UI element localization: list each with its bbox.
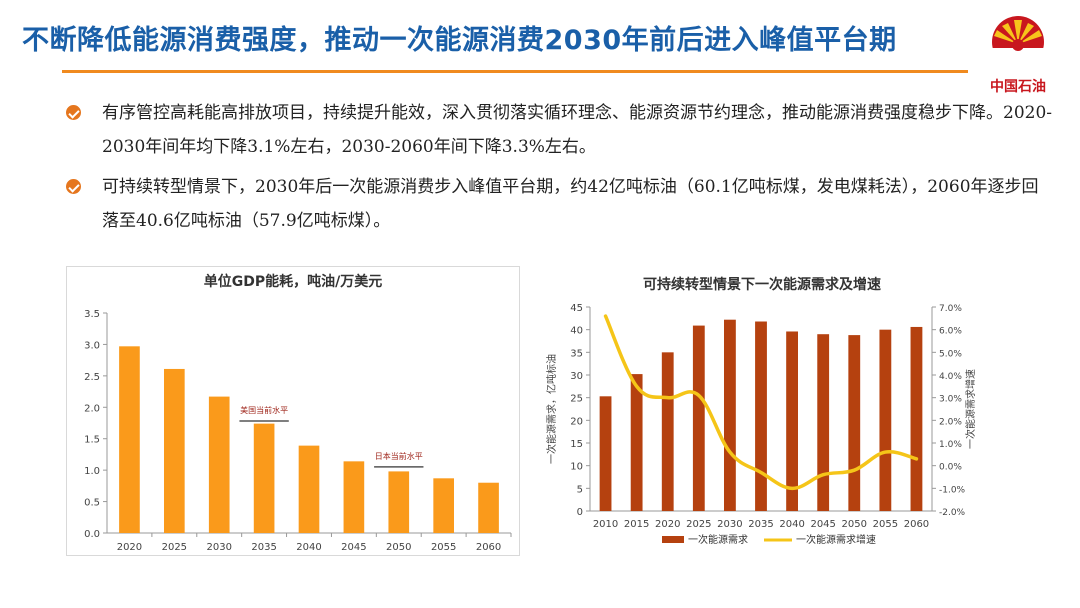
right-tick-label: 2.0% [939,417,962,427]
bar [253,423,275,533]
x-tick-label: 2020 [117,542,142,553]
x-tick-label: 2055 [431,542,456,553]
bar [910,326,923,511]
x-tick-label: 2050 [842,519,867,530]
petrochina-logo-icon [992,16,1044,72]
right-tick-label: 6.0% [939,327,962,337]
annotation-label: 美国当前水平 [240,405,288,415]
x-tick-label: 2045 [341,542,366,553]
left-axis-title: 一次能源需求，亿吨标油 [545,354,558,464]
x-tick-label: 2020 [655,519,680,530]
x-tick-label: 2035 [251,542,276,553]
y-tick-label: 0.5 [84,498,100,509]
right-tick-label: 4.0% [939,372,962,382]
x-tick-label: 2010 [593,519,618,530]
title-underline [62,70,968,73]
x-tick-label: 2060 [904,519,929,530]
y-tick-label: 1.0 [84,466,100,477]
left-tick-label: 45 [570,303,583,314]
right-tick-label: 7.0% [939,304,962,314]
bar [879,329,892,511]
bar [298,445,320,533]
bar [755,321,767,511]
chart-title: 单位GDP能耗，吨油/万美元 [203,274,383,290]
gdp-energy-intensity-chart: 单位GDP能耗，吨油/万美元 0.0 0.5 1.0 1.5 2.0 2.5 3.0 3.5 2… [66,266,520,556]
chart-canvas: 051015202530354045-2.0%-1.0%0.0%1.0%2.0%… [545,303,977,546]
bar [661,352,674,511]
page-title: 不断降低能源消费强度，推动一次能源消费2030年前后进入峰值平台期 [22,25,897,56]
bar [848,335,861,511]
x-tick-label: 2030 [717,519,742,530]
bullet-arrow-icon [66,179,81,194]
left-tick-label: 10 [570,462,583,473]
x-tick-label: 2040 [296,542,321,553]
bullet-arrow-icon [66,105,81,120]
x-tick-label: 2060 [476,542,501,553]
bar [724,319,736,511]
company-logo: 中国石油 [982,14,1054,95]
x-tick-label: 2025 [162,542,187,553]
x-tick-label: 2025 [686,519,711,530]
left-tick-label: 5 [577,484,583,495]
legend-swatch-bar [662,536,684,543]
bar [388,471,410,533]
legend-label: 一次能源需求增速 [796,533,876,546]
bar [433,478,454,533]
bar [630,374,643,511]
y-tick-label: 1.5 [84,435,100,446]
x-tick-label: 2030 [206,542,231,553]
bullet-item: 有序管控高耗能高排放项目，持续提升能效，深入贯彻落实循环理念、能源资源节约理念，… [62,96,1052,164]
y-tick-label: 0.0 [84,529,100,540]
x-tick-label: 2045 [810,519,835,530]
right-tick-label: 5.0% [939,349,962,359]
bar [786,331,798,511]
x-tick-label: 2050 [386,542,411,553]
y-tick-label: 2.5 [84,372,100,383]
left-tick-label: 20 [570,416,583,427]
y-tick-label: 3.0 [84,340,100,351]
right-tick-label: -2.0% [939,508,966,518]
bar [599,396,612,511]
left-tick-label: 30 [570,371,583,382]
right-tick-label: 3.0% [939,395,962,405]
bar [692,325,705,511]
x-tick-label: 2035 [748,519,773,530]
right-tick-label: 0.0% [939,463,962,473]
right-axis-title: 一次能源需求增速 [964,369,977,449]
chart-canvas: 0.0 0.5 1.0 1.5 2.0 2.5 3.0 3.5 2020 2025 2030 2035… [84,309,512,553]
x-tick-label: 2015 [624,519,649,530]
left-tick-label: 0 [577,507,583,518]
bar [119,346,140,533]
energy-demand-chart: 可持续转型情景下一次能源需求及增速 0 5 10 15 20 25 30 35 40 45 -2.0… [542,270,982,560]
bullet-text: 有序管控高耗能高排放项目，持续提升能效，深入贯彻落实循环理念、能源资源节约理念，… [102,103,1053,157]
left-tick-label: 40 [570,326,583,337]
annotation-label: 日本当前水平 [375,451,423,461]
left-tick-label: 15 [570,439,583,450]
x-tick-label: 2040 [779,519,804,530]
bar [164,368,185,533]
legend-label: 一次能源需求 [688,533,748,546]
bar [208,396,230,533]
chart-title: 可持续转型情景下一次能源需求及增速 [643,277,881,293]
bar [478,482,499,533]
bar [817,334,830,511]
left-tick-label: 25 [570,394,583,405]
y-tick-label: 2.0 [84,403,100,414]
right-tick-label: 1.0% [939,440,962,450]
bar [343,461,365,533]
left-tick-label: 35 [570,348,583,359]
bullet-list: 有序管控高耗能高排放项目，持续提升能效，深入贯彻落实循环理念、能源资源节约理念，… [62,96,1052,238]
bullet-item: 可持续转型情景下，2030年后一次能源消费步入峰值平台期，约42亿吨标油（60.… [62,170,1052,238]
right-tick-label: -1.0% [939,485,966,495]
y-tick-label: 3.5 [84,309,100,320]
bullet-text: 可持续转型情景下，2030年后一次能源消费步入峰值平台期，约42亿吨标油（60.… [102,177,1039,231]
logo-text: 中国石油 [990,79,1046,95]
x-tick-label: 2055 [873,519,898,530]
